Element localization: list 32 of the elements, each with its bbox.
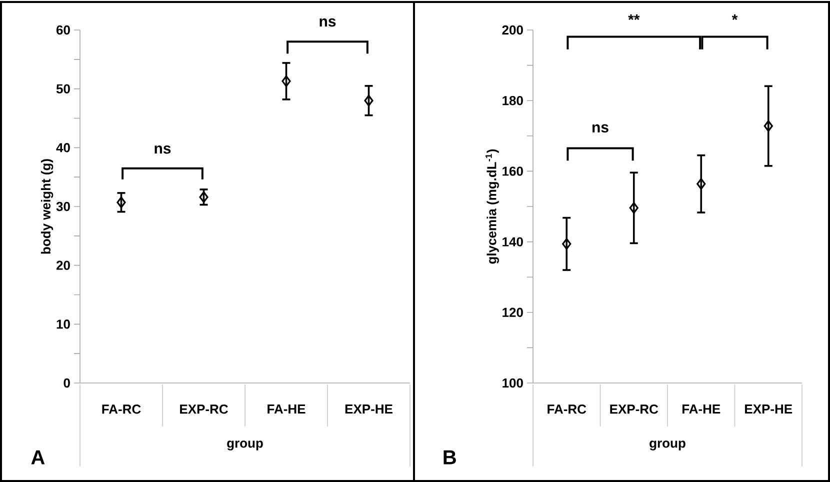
- x-tick-label: FA-RC: [548, 404, 586, 414]
- x-tick-label: FA-HE: [268, 404, 306, 414]
- annotation: ns: [154, 145, 171, 154]
- y-tick-label: 140: [502, 237, 523, 246]
- y-tick-label: 50: [56, 84, 70, 94]
- x-tick-label: EXP-RC: [180, 404, 228, 414]
- text: B: [444, 450, 456, 464]
- text: *: [732, 14, 738, 20]
- y-tick-label: 10: [56, 320, 70, 329]
- x-tick-label: EXP-RC: [610, 404, 658, 414]
- x-tick-label: FA-HE: [682, 404, 720, 414]
- x-axis-title: group: [650, 440, 686, 450]
- x-tick-label: FA-RC: [102, 404, 141, 414]
- x-tick-label: EXP-HE: [745, 404, 792, 414]
- y-tick-label: 180: [502, 96, 523, 106]
- y-tick-label: 30: [56, 202, 70, 212]
- y-tick-label: 0: [64, 378, 70, 388]
- text: A: [31, 450, 45, 464]
- text: ns: [320, 18, 336, 27]
- y-tick-label: 60: [56, 25, 70, 35]
- y-tick-label: 120: [502, 308, 523, 317]
- y-axis-title: body weight (g): [40, 159, 54, 254]
- y-tick-label: 160: [502, 166, 523, 176]
- annotation: ns: [592, 124, 608, 133]
- y-axis-title: glycemia (mg.dL$^{-1}$): [486, 149, 499, 264]
- y-tick-label: 40: [56, 143, 70, 152]
- x-axis-title: group: [227, 440, 263, 450]
- x-tick-label: EXP-HE: [345, 404, 392, 414]
- y-tick-label: 20: [56, 260, 70, 270]
- y-tick-label: 200: [502, 25, 523, 35]
- text: **: [628, 14, 640, 20]
- y-tick-label: 100: [502, 378, 523, 388]
